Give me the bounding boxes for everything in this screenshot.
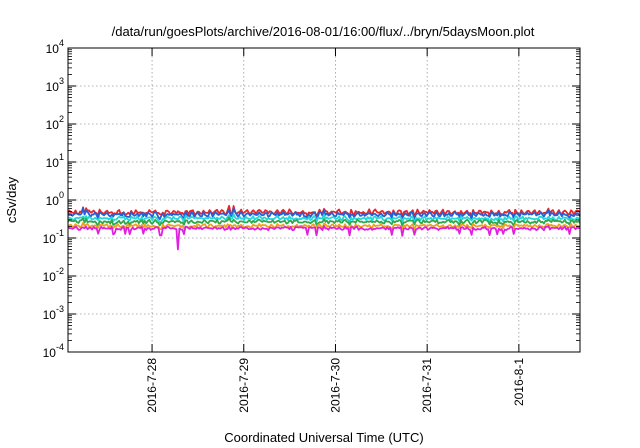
y-tick-label: 104 — [46, 38, 64, 56]
x-axis-label: Coordinated Universal Time (UTC) — [224, 430, 423, 445]
ticks — [68, 47, 580, 353]
y-tick-label: 102 — [46, 114, 64, 132]
series-line — [67, 213, 581, 225]
series-line — [67, 221, 581, 232]
x-tick-label: 2016-8-1 — [512, 358, 526, 406]
x-tick-labels: 2016-7-28 2016-7-29 2016-7-30 2016-7-31 2016… — [145, 358, 526, 413]
y-tick-label: 101 — [46, 152, 64, 170]
x-tick-label: 2016-7-30 — [328, 358, 342, 413]
x-tick-label: 2016-7-29 — [237, 358, 251, 413]
series-line — [67, 204, 581, 219]
y-axis-label: cSv/day — [4, 176, 19, 223]
y-tick-labels: 10-4 10-3 10-2 10-1 100 101 102 103 104 — [43, 38, 64, 360]
grid — [68, 48, 580, 352]
y-tick-label: 100 — [46, 190, 64, 208]
series-line — [67, 207, 581, 222]
y-tick-label: 103 — [46, 76, 64, 94]
x-tick-label: 2016-7-28 — [145, 358, 159, 413]
series-group — [67, 204, 581, 251]
x-tick-label: 2016-7-31 — [420, 358, 434, 413]
y-tick-label: 10-1 — [43, 228, 64, 246]
y-tick-label: 10-3 — [43, 304, 64, 322]
y-tick-label: 10-4 — [43, 342, 64, 360]
y-tick-label: 10-2 — [43, 266, 64, 284]
series-line — [67, 225, 581, 251]
chart-title: /data/run/goesPlots/archive/2016-08-01/1… — [112, 24, 535, 39]
series-line — [67, 216, 581, 227]
